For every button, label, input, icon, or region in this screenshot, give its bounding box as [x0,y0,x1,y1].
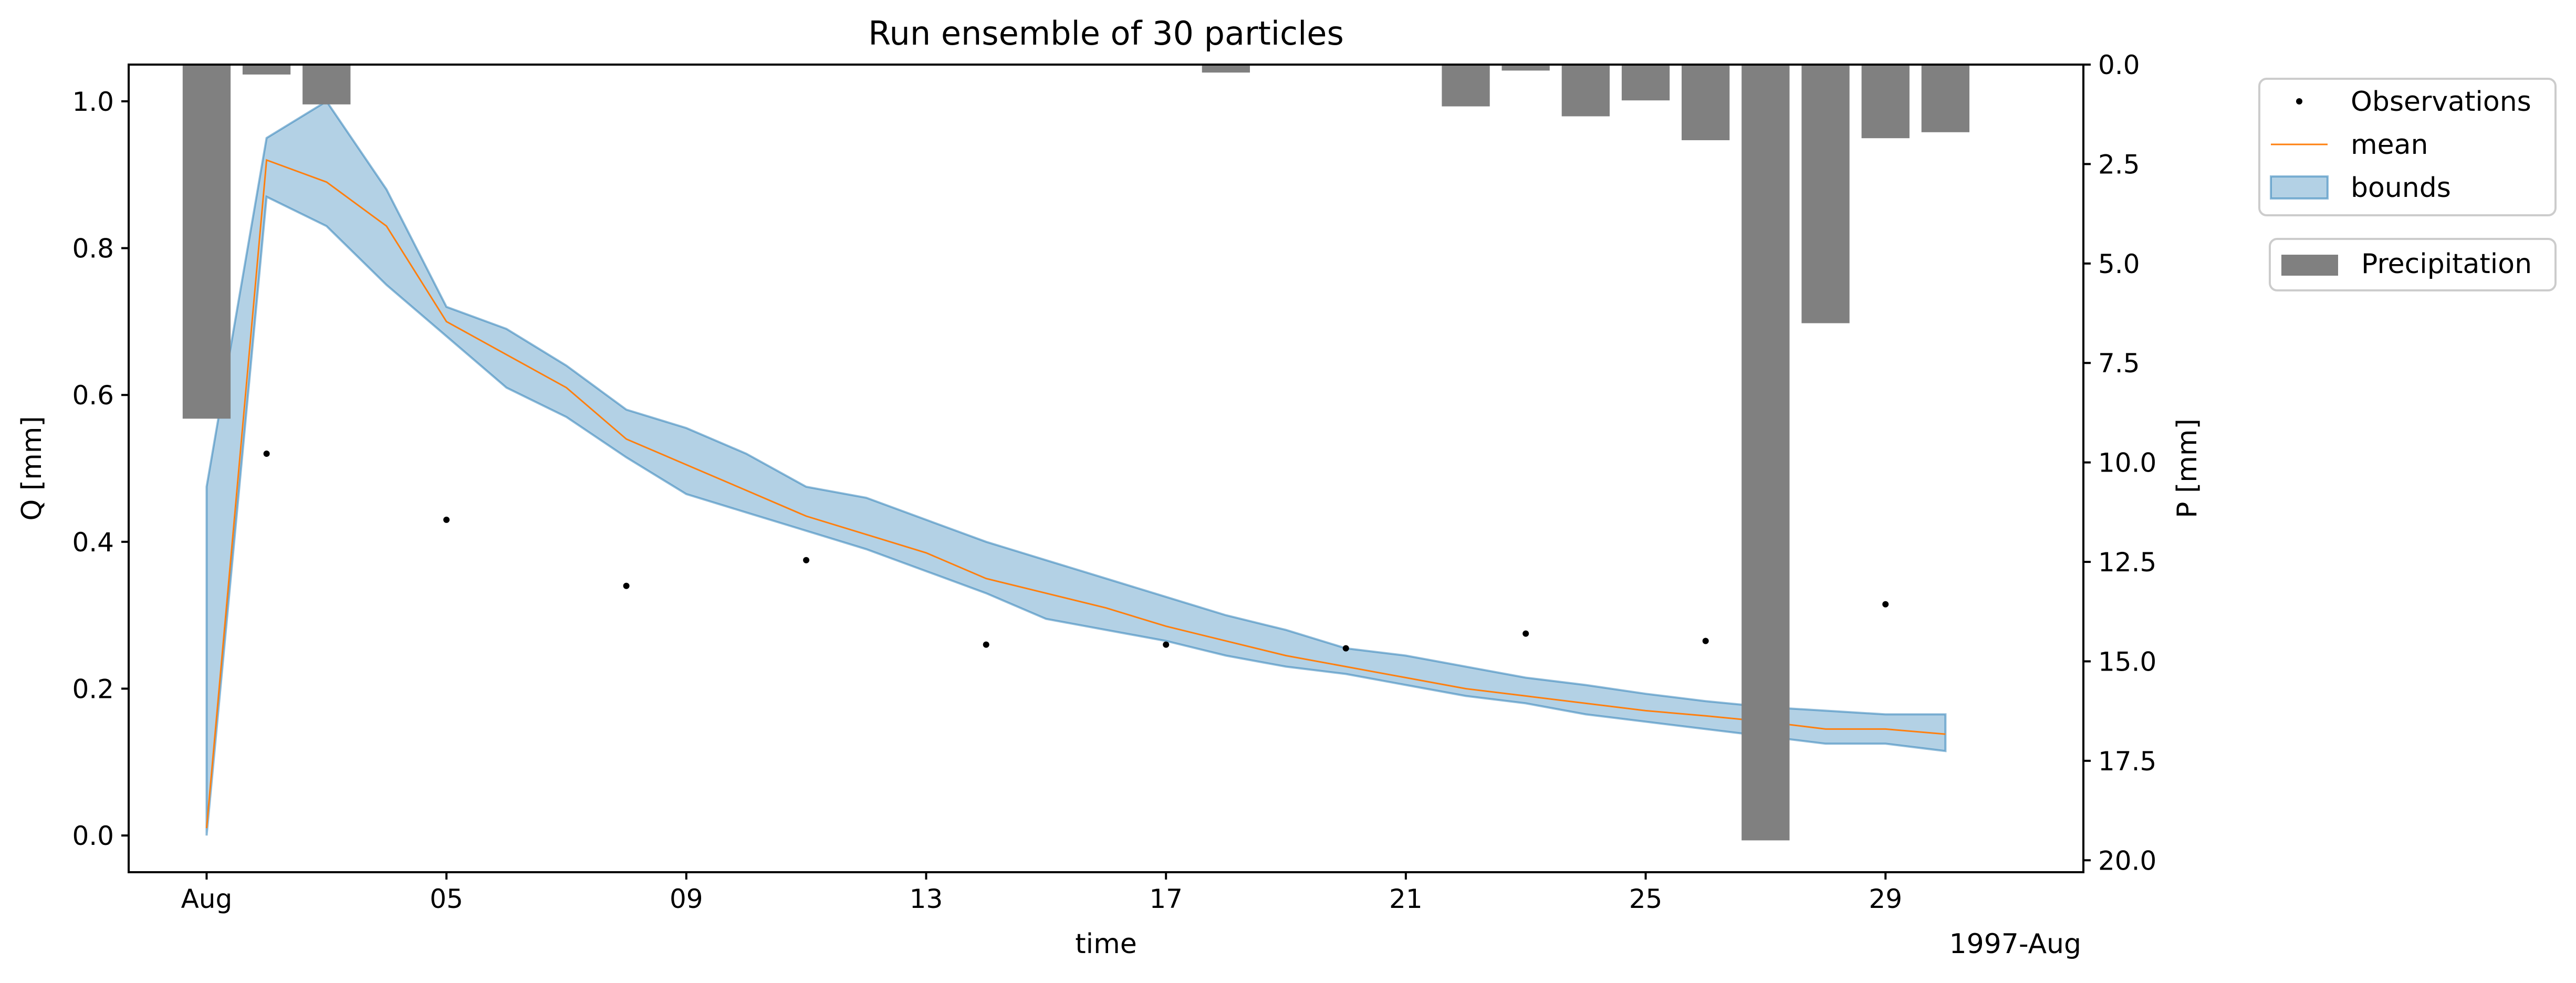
precipitation-bar [303,65,351,104]
observations-layer [263,451,1889,652]
bounds-band [205,100,1947,836]
left-y-tick-label: 0.8 [72,234,114,264]
x-tick-label: 17 [1149,884,1183,914]
legend-main-box [2258,78,2557,216]
observation-point [1522,630,1529,637]
precipitation-bar [1442,65,1490,107]
left-y-tick-label: 0.0 [72,821,114,851]
left-y-tick-label: 0.6 [72,380,114,411]
legend-precipitation-label: Precipitation [2361,248,2532,280]
legend-precipitation-patch [2281,255,2338,276]
left-y-tick-label: 1.0 [72,87,114,117]
precipitation-bar [1561,65,1610,117]
precipitation-bar [1861,65,1910,139]
left-y-tick-label: 0.2 [72,674,114,704]
precipitation-bar [1501,65,1550,71]
legend-bounds-patch [2270,175,2329,200]
precipitation-bar-layer [182,65,1969,841]
precipitation-bar [242,65,291,75]
precipitation-bar [1621,65,1670,101]
observation-point [263,451,270,457]
precipitation-bar [182,65,231,419]
x-tick-label: Aug [181,884,233,914]
legend-precipitation: Precipitation [2269,238,2557,291]
x-tick-label: 29 [1869,884,1902,914]
x-tick-label: 13 [910,884,943,914]
mean-line-layer [205,159,1946,829]
left-y-tick-label: 0.4 [72,527,114,558]
right-y-tick-label: 2.5 [2098,149,2140,180]
observation-point [1702,637,1709,644]
x-tick-label: 25 [1629,884,1663,914]
observation-point [443,516,450,523]
precipitation-bar [1741,65,1790,841]
x-tick-label: 21 [1389,884,1423,914]
bounds-band-layer [205,100,1947,836]
right-y-tick-label: 20.0 [2098,845,2156,876]
x-axis-offset-label: 1997-Aug [1949,928,2082,960]
precipitation-bar [1921,65,1969,132]
legend-observations-label: Observations [2351,86,2531,118]
left-y-axis-label: Q [mm] [16,416,48,520]
x-axis-label: time [1075,928,1136,960]
mean-line [205,159,1946,829]
left-y-axis-ticks: 0.0 0.2 0.4 0.6 0.8 1.0 [72,87,129,851]
right-y-tick-label: 15.0 [2098,646,2156,677]
plot-frame [128,64,2084,873]
legend-mean-label: mean [2351,129,2428,161]
x-axis-ticks: Aug 05 09 13 17 21 25 29 [181,872,1902,914]
observation-point [1163,641,1170,648]
precipitation-bar [1801,65,1850,323]
x-tick-label: 05 [430,884,463,914]
chart-title: Run ensemble of 30 particles [868,14,1344,53]
right-y-axis-ticks: 0.0 2.5 5.0 7.5 10.0 12.5 15.0 17.5 20.0 [2083,50,2156,876]
legend-precipitation-box [2269,238,2557,291]
legend-bounds-label: bounds [2351,172,2451,204]
right-y-axis-label: P [mm] [2172,419,2203,518]
x-tick-label: 09 [670,884,703,914]
right-y-tick-label: 12.5 [2098,547,2156,578]
observation-point [1342,645,1349,652]
precipitation-bar [1682,65,1730,140]
observation-point [983,641,989,648]
observation-point [1882,601,1889,608]
right-y-tick-label: 17.5 [2098,746,2156,777]
legend-main: Observations mean bounds [2258,78,2557,216]
right-y-tick-label: 0.0 [2098,50,2140,80]
precipitation-bar [1202,65,1250,73]
right-y-tick-label: 7.5 [2098,348,2140,379]
right-y-tick-label: 10.0 [2098,448,2156,478]
observation-point [623,582,630,589]
right-y-tick-label: 5.0 [2098,249,2140,279]
observation-point [803,557,810,563]
legend-observations-marker [2296,98,2302,104]
